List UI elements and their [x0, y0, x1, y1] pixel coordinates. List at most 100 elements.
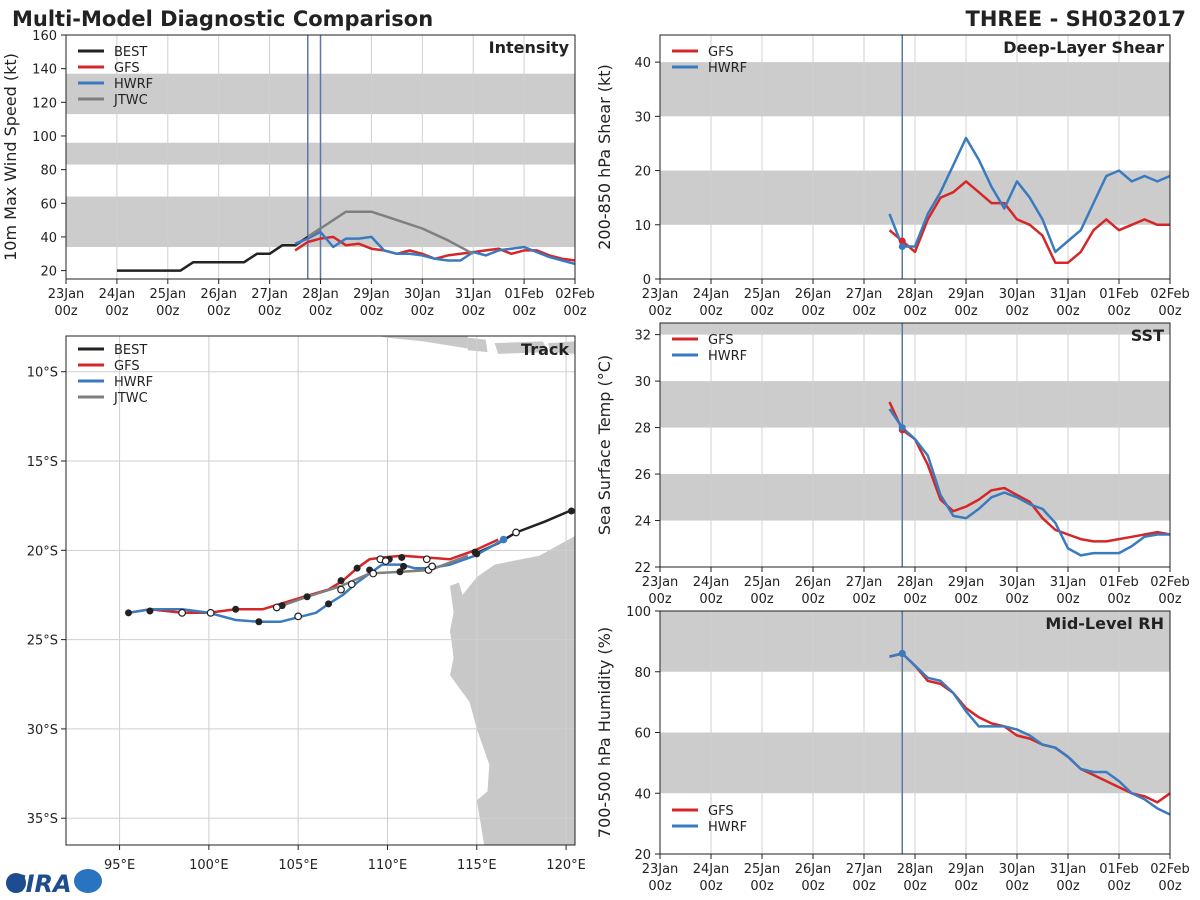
panel-title: Mid-Level RH — [1045, 614, 1164, 633]
init-marker-hwrf — [898, 424, 906, 432]
x-tick-label: 24Jan — [693, 287, 730, 302]
x-tick-sublabel: 00z — [1005, 879, 1029, 894]
track-marker-filled — [353, 564, 361, 572]
x-tick-sublabel: 00z — [699, 879, 723, 894]
y-axis-label: 700-500 hPa Humidity (%) — [595, 627, 614, 838]
y-axis-label: 200-850 hPa Shear (kt) — [595, 64, 614, 250]
series-line-hwrf — [888, 136, 1171, 254]
lat-tick-label: 30°S — [27, 723, 58, 738]
x-tick-sublabel: 00z — [360, 304, 384, 319]
x-tick-label: 02Feb — [555, 287, 595, 302]
panel-title: Track — [521, 340, 569, 359]
legend-label-gfs: GFS — [708, 804, 734, 819]
x-tick-label: 26Jan — [200, 287, 237, 302]
legend-label-hwrf: HWRF — [708, 61, 747, 76]
x-tick-sublabel: 00z — [699, 592, 723, 607]
x-tick-sublabel: 00z — [750, 879, 774, 894]
x-tick-label: 24Jan — [99, 287, 136, 302]
x-tick-sublabel: 00z — [1005, 592, 1029, 607]
x-tick-label: 01Feb — [504, 287, 544, 302]
lon-tick-label: 110°E — [368, 858, 408, 873]
shear-panel: 0 10 20 30 40 23Jan 00z 24Jan 00z 25Jan 00z 26Jan 00… — [595, 34, 1190, 319]
landmass — [378, 336, 468, 349]
y-axis-label: 10m Max Wind Speed (kt) — [1, 53, 20, 261]
panel-title: SST — [1131, 326, 1164, 345]
x-tick-sublabel: 00z — [852, 879, 876, 894]
x-tick-sublabel: 00z — [699, 304, 723, 319]
x-tick-sublabel: 00z — [801, 592, 825, 607]
landmass — [450, 536, 575, 845]
x-tick-label: 02Feb — [1150, 287, 1190, 302]
lon-tick-label: 105°E — [278, 858, 318, 873]
sst-panel: 22 24 26 28 30 32 23Jan 00z 24Jan 00z 25Jan 00z 26Ja… — [595, 322, 1190, 607]
x-tick-sublabel: 00z — [801, 304, 825, 319]
landmass — [494, 341, 549, 354]
x-tick-label: 23Jan — [48, 287, 85, 302]
lon-tick-label: 100°E — [189, 858, 229, 873]
lat-tick-label: 15°S — [27, 455, 58, 470]
track-marker-filled — [255, 618, 263, 626]
x-tick-label: 27Jan — [846, 862, 883, 877]
y-axis-label: Sea Surface Temp (°C) — [595, 355, 614, 535]
x-tick-label: 28Jan — [897, 575, 934, 590]
x-tick-label: 27Jan — [251, 287, 288, 302]
x-tick-label: 02Feb — [1150, 862, 1190, 877]
legend-label-hwrf: HWRF — [708, 820, 747, 835]
x-tick-sublabel: 00z — [105, 304, 129, 319]
x-tick-label: 25Jan — [150, 287, 187, 302]
x-tick-label: 30Jan — [999, 862, 1036, 877]
x-tick-label: 26Jan — [795, 862, 832, 877]
lon-tick-label: 115°E — [457, 858, 497, 873]
x-tick-label: 24Jan — [693, 575, 730, 590]
legend-label-hwrf: HWRF — [114, 77, 153, 92]
x-tick-sublabel: 00z — [954, 879, 978, 894]
x-tick-sublabel: 00z — [1107, 879, 1131, 894]
x-tick-sublabel: 00z — [1158, 879, 1182, 894]
x-tick-sublabel: 00z — [648, 879, 672, 894]
track-marker-open — [294, 612, 303, 621]
track-marker-filled — [398, 553, 406, 561]
legend-label-gfs: GFS — [114, 359, 140, 374]
track-marker-open — [512, 528, 520, 537]
lat-tick-label: 35°S — [27, 812, 58, 827]
x-tick-sublabel: 00z — [954, 304, 978, 319]
x-tick-sublabel: 00z — [1107, 592, 1131, 607]
x-tick-label: 29Jan — [948, 862, 985, 877]
y-tick-label: 30 — [634, 110, 651, 125]
y-tick-label: 20 — [634, 165, 651, 180]
x-tick-label: 26Jan — [795, 575, 832, 590]
x-tick-sublabel: 00z — [903, 592, 927, 607]
x-tick-label: 23Jan — [642, 862, 679, 877]
landmass — [548, 341, 575, 354]
x-tick-label: 01Feb — [1099, 575, 1139, 590]
x-tick-label: 27Jan — [846, 575, 883, 590]
x-tick-label: 01Feb — [1099, 287, 1139, 302]
x-tick-label: 25Jan — [744, 575, 781, 590]
x-tick-sublabel: 00z — [1056, 304, 1080, 319]
y-tick-label: 26 — [634, 468, 651, 483]
x-tick-label: 29Jan — [948, 287, 985, 302]
track-marker-filled — [473, 550, 481, 558]
x-tick-label: 28Jan — [897, 862, 934, 877]
y-tick-label: 20 — [634, 848, 651, 863]
x-tick-sublabel: 00z — [750, 592, 774, 607]
track-marker-filled — [146, 607, 154, 615]
track-marker-open — [337, 585, 345, 594]
y-tick-label: 20 — [40, 265, 57, 280]
track-panel: 95°E 100°E 105°E 110°E 115°E 120°E 10°S 15°S 20°… — [27, 335, 586, 873]
y-tick-label: 40 — [634, 787, 651, 802]
x-tick-sublabel: 00z — [563, 304, 587, 319]
logo-globe-icon — [6, 873, 26, 893]
x-tick-label: 23Jan — [642, 575, 679, 590]
x-tick-label: 31Jan — [455, 287, 492, 302]
x-tick-label: 27Jan — [846, 287, 883, 302]
track-marker-open — [428, 562, 437, 571]
init-marker-hwrf — [898, 242, 906, 250]
x-tick-label: 28Jan — [897, 287, 934, 302]
x-tick-label: 24Jan — [693, 862, 730, 877]
x-tick-label: 30Jan — [404, 287, 441, 302]
x-tick-label: 01Feb — [1099, 862, 1139, 877]
x-tick-sublabel: 00z — [648, 592, 672, 607]
x-tick-sublabel: 00z — [54, 304, 78, 319]
legend-label-best: BEST — [114, 343, 147, 358]
